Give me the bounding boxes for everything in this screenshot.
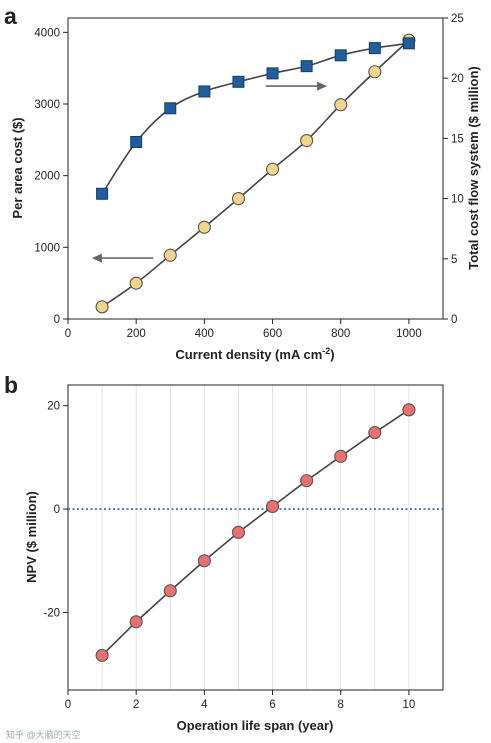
x-tick-label: 600 [263, 328, 282, 340]
circle-marker [368, 426, 382, 440]
square-marker [198, 85, 211, 98]
circle-marker [265, 499, 280, 514]
circle-marker [402, 403, 416, 417]
y-tick-label: 4000 [34, 27, 60, 39]
circle-marker [163, 248, 177, 262]
panel-b-gridlines [101, 385, 410, 690]
y-tick-label: 0 [54, 504, 60, 516]
x-tick-label: 10 [403, 699, 416, 711]
x-tick-label: 400 [195, 328, 214, 340]
circle-marker [197, 554, 211, 568]
panel-a-x-axis-title: Current density (mA cm-2) [175, 346, 334, 362]
panel-a-plot-frame [67, 17, 444, 320]
x-tick-label: 1000 [396, 328, 422, 340]
square-marker [300, 60, 313, 73]
circle-marker [129, 615, 143, 629]
x-tick-label: 200 [127, 328, 146, 340]
y-tick-label: 3000 [34, 99, 60, 111]
panel-b-series [95, 403, 416, 662]
square-marker [334, 49, 347, 62]
circle-marker [334, 98, 348, 112]
x-tick-label: 800 [331, 328, 350, 340]
series-line [101, 42, 410, 195]
y-tick-label: 1000 [34, 242, 60, 254]
x-tick-label: 8 [338, 699, 344, 711]
y-tick-label: 0 [54, 314, 60, 326]
panel-a-series [95, 33, 416, 314]
circle-marker [231, 192, 246, 206]
watermark: 知乎 @大脑的天空 [6, 729, 81, 740]
panel-b-label: b [4, 372, 18, 398]
x-tick-label: 4 [201, 699, 208, 711]
panel-a-y-axis-title: Per area cost ($) [10, 117, 25, 218]
y-tick-label: 2000 [34, 171, 60, 183]
y2-tick-label: 25 [451, 13, 464, 25]
y-tick-label: 20 [47, 401, 60, 413]
y2-tick-label: 0 [451, 314, 457, 326]
y2-tick-label: 5 [451, 254, 457, 266]
panel-a-annotations [91, 81, 328, 263]
circle-marker [334, 449, 348, 463]
circle-marker [95, 648, 109, 662]
y2-tick-label: 20 [451, 73, 464, 85]
square-marker [402, 37, 415, 50]
x-tick-label: 0 [65, 328, 71, 340]
circle-marker [231, 525, 246, 539]
x-tick-label: 2 [133, 699, 139, 711]
circle-marker [163, 584, 177, 598]
panel-b-ticks: 0 2 4 6 8 10 -20 0 20 [43, 401, 415, 711]
circle-marker [300, 474, 314, 488]
series-line [101, 39, 410, 308]
circle-marker [95, 300, 109, 314]
y-tick-label: -20 [43, 607, 60, 619]
panel-b: b 0 2 4 6 8 10 -20 0 20 Operation life span (yea… [4, 372, 444, 733]
y2-tick-label: 10 [451, 194, 464, 206]
panel-a-label: a [4, 3, 17, 29]
arrow-head [317, 81, 328, 91]
panel-b-plot-frame [67, 384, 444, 691]
series-line [101, 409, 410, 656]
square-marker [164, 102, 177, 115]
square-marker [232, 75, 245, 88]
square-marker [266, 67, 279, 80]
x-tick-label: 0 [65, 699, 71, 711]
panel-b-y-axis-title: NPV ($ million) [24, 491, 39, 583]
circle-marker [129, 276, 143, 290]
panel-b-x-axis-title: Operation life span (year) [177, 718, 334, 733]
circle-marker [368, 65, 382, 79]
circle-marker [300, 134, 314, 148]
panel-a-y2-axis-title: Total cost flow system ($ million) [466, 66, 481, 269]
square-marker [96, 187, 109, 200]
circle-marker [265, 162, 280, 176]
square-marker [368, 42, 381, 55]
panel-a-ticks: 0 200 400 600 800 1000 0 1000 2000 3000 4000 0 5 10 15… [34, 13, 463, 340]
panel-a: a 0 200 400 600 800 1000 0 1000 2000 3000 4000 0 5 10… [4, 3, 481, 362]
arrow-head [91, 253, 102, 263]
square-marker [130, 136, 143, 149]
x-tick-label: 6 [269, 699, 275, 711]
y2-tick-label: 15 [451, 133, 464, 145]
circle-marker [197, 220, 211, 234]
